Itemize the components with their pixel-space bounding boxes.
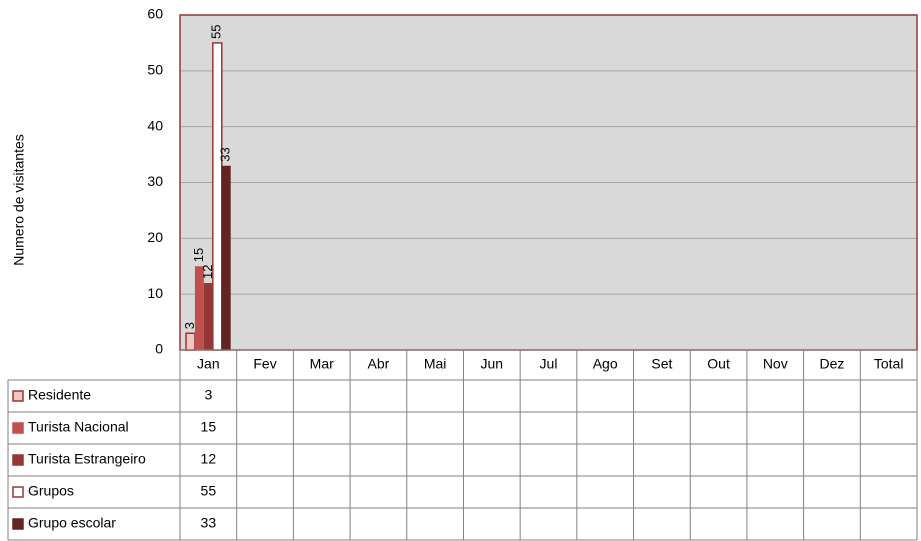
table-value: 33 (201, 515, 217, 531)
data-label: 12 (200, 265, 215, 279)
x-tick-label: Mai (424, 356, 447, 372)
legend-key (12, 422, 24, 434)
x-tick-label: Jun (481, 356, 504, 372)
bar (203, 283, 213, 350)
legend-key (12, 454, 24, 466)
x-tick-label: Mar (310, 356, 334, 372)
data-label: 33 (218, 147, 233, 161)
legend-label: Grupos (28, 483, 74, 499)
table-value: 15 (201, 419, 217, 435)
x-tick-label: Ago (593, 356, 618, 372)
legend-key (12, 486, 24, 498)
y-tick-label: 50 (147, 62, 163, 78)
x-tick-label: Out (707, 356, 730, 372)
x-tick-label: Nov (763, 356, 788, 372)
legend-key (12, 390, 24, 402)
bar (221, 165, 231, 350)
y-tick-label: 20 (147, 229, 163, 245)
table-value: 12 (201, 451, 217, 467)
legend-label: Grupo escolar (28, 515, 116, 531)
table-value: 3 (204, 387, 212, 403)
x-tick-label: Jan (197, 356, 220, 372)
data-label: 3 (182, 322, 197, 329)
x-tick-label: Jul (540, 356, 558, 372)
legend-label: Residente (28, 387, 91, 403)
legend-label: Turista Nacional (28, 419, 129, 435)
legend-key (12, 518, 24, 530)
data-label: 55 (209, 24, 224, 38)
data-label: 15 (191, 248, 206, 262)
y-tick-label: 60 (147, 6, 163, 22)
legend-label: Turista Estrangeiro (28, 451, 146, 467)
y-tick-label: 0 (155, 341, 163, 357)
x-tick-label: Abr (368, 356, 390, 372)
x-tick-label: Dez (820, 356, 845, 372)
x-tick-label: Set (651, 356, 672, 372)
x-tick-label: Total (874, 356, 904, 372)
y-tick-label: 40 (147, 117, 163, 133)
y-tick-label: 30 (147, 173, 163, 189)
bar (185, 332, 196, 351)
y-axis-title: Numero de visitantes (11, 134, 27, 266)
x-tick-label: Fev (253, 356, 276, 372)
bar (212, 42, 223, 351)
bar (194, 266, 204, 350)
table-value: 55 (201, 483, 217, 499)
y-tick-label: 10 (147, 285, 163, 301)
